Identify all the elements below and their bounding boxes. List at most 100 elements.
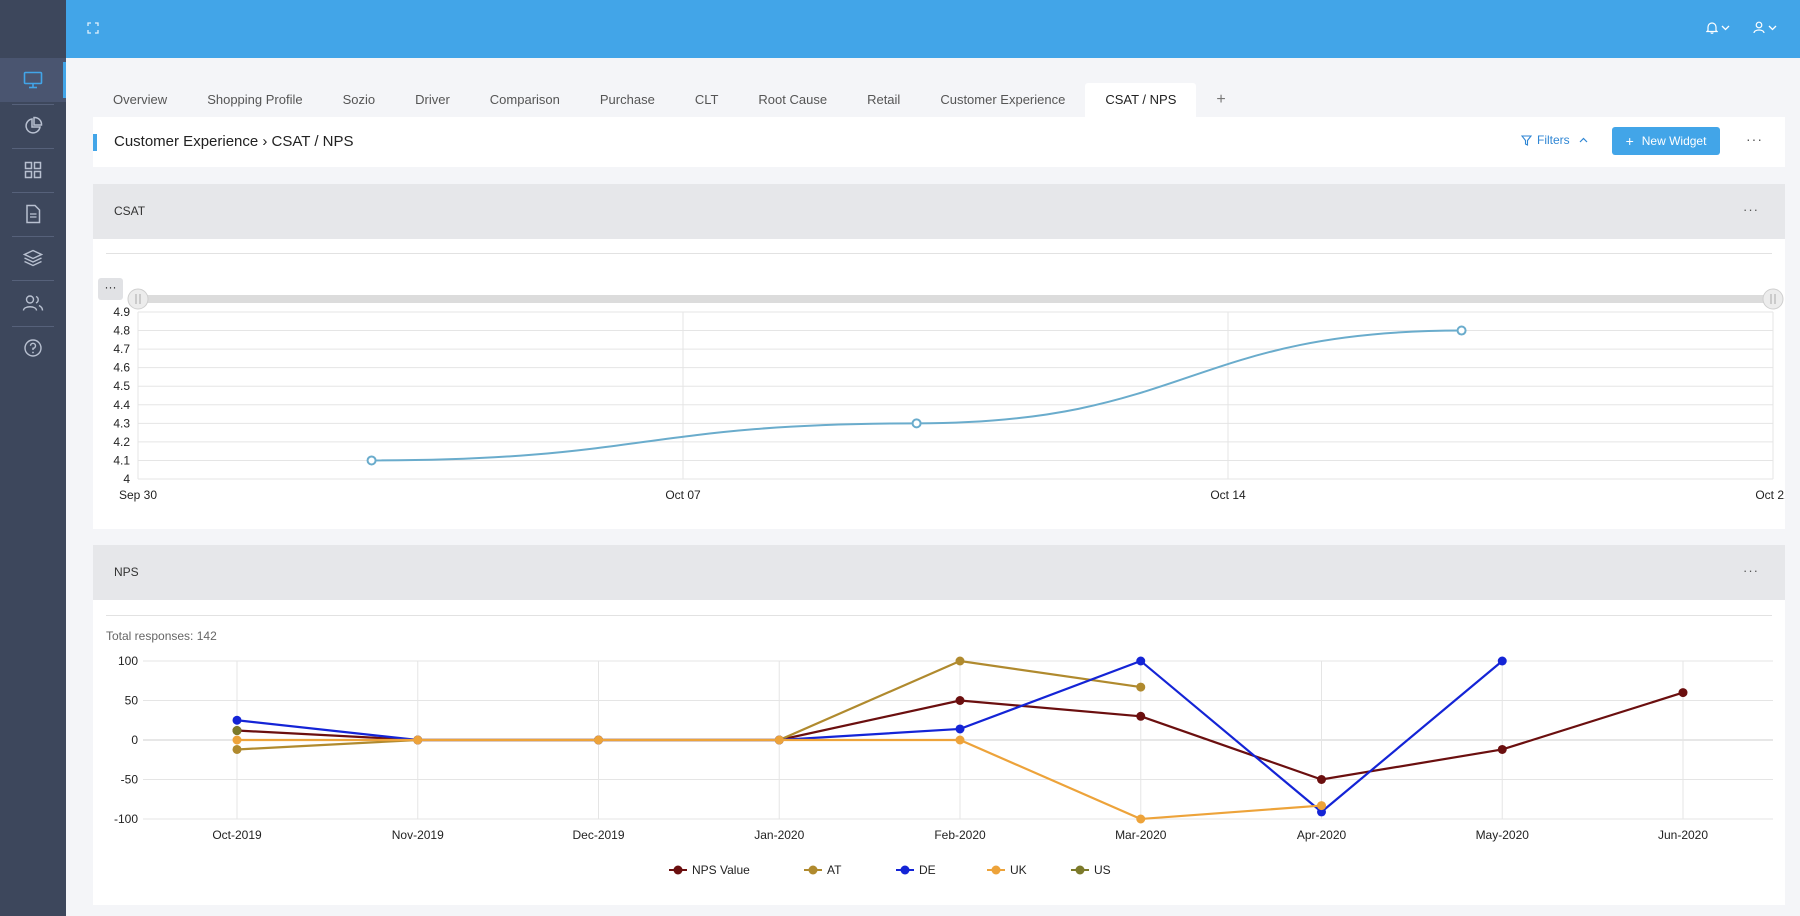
csat-series-line <box>371 329 1462 462</box>
csat-y-tick-label: 4.2 <box>113 435 130 449</box>
nps-data-point <box>1136 711 1146 721</box>
filters-button[interactable]: Filters <box>1521 133 1588 147</box>
chevron-up-icon <box>1579 137 1588 143</box>
breadcrumb: Customer Experience › CSAT / NPS <box>114 133 354 150</box>
total-responses: Total responses: 142 <box>106 629 217 643</box>
csat-chart: ··· 4 4.1 4.2 4.3 4.4 4.5 4.6 4.7 4.8 4.9 Sep 30 Oct… <box>98 278 1785 502</box>
sidebar-item-dashboard[interactable] <box>0 58 66 102</box>
tab-shopping-profile[interactable]: Shopping Profile <box>207 92 303 107</box>
expand-icon[interactable] <box>87 22 99 34</box>
csat-y-tick-label: 4.8 <box>113 324 130 338</box>
new-widget-label: New Widget <box>1641 134 1707 148</box>
nps-data-point <box>232 726 242 736</box>
tab-bar: Overview Shopping Profile Sozio Driver C… <box>93 83 1246 117</box>
sidebar-item-widgets[interactable] <box>0 148 66 192</box>
grid-icon <box>24 161 42 179</box>
csat-y-tick-label: 4.9 <box>113 305 130 319</box>
range-options-label: ··· <box>105 280 117 294</box>
csat-x-tick-label: Sep 30 <box>119 488 157 502</box>
tab-retail[interactable]: Retail <box>867 92 901 107</box>
tab-driver[interactable]: Driver <box>415 92 450 107</box>
nps-x-tick-label: Jun-2020 <box>1658 828 1708 842</box>
nps-data-point <box>1317 775 1326 784</box>
top-bar <box>66 0 1800 58</box>
nps-chart: 100 50 0 -50 -100 Oct-2019 Nov-2019 Dec-2019 Jan… <box>114 654 1773 877</box>
notifications-menu[interactable] <box>1706 21 1730 34</box>
tab-purchase[interactable]: Purchase <box>599 92 655 107</box>
nps-data-point <box>413 735 423 745</box>
tab-csat-nps[interactable]: CSAT / NPS <box>1085 83 1197 117</box>
csat-y-tick-label: 4.1 <box>113 453 130 467</box>
nps-x-tick-label: Feb-2020 <box>934 828 986 842</box>
sidebar-item-analytics[interactable] <box>0 104 66 148</box>
new-widget-button[interactable]: + New Widget <box>1612 127 1720 155</box>
csat-y-tick-label: 4 <box>123 472 130 486</box>
sidebar-divider <box>12 326 54 327</box>
user-menu[interactable] <box>1753 21 1777 34</box>
csat-y-tick-label: 4.6 <box>113 361 130 375</box>
legend-label: UK <box>1010 863 1027 877</box>
help-icon <box>24 339 42 357</box>
sidebar-item-help[interactable] <box>0 326 66 370</box>
nps-y-tick-label: -100 <box>114 812 138 826</box>
nps-data-point <box>774 735 784 745</box>
nps-divider <box>106 615 1772 616</box>
more-options-button[interactable]: ··· <box>1746 131 1763 147</box>
sidebar-item-layers[interactable] <box>0 236 66 280</box>
filter-icon <box>1521 134 1532 146</box>
nps-data-point <box>1136 656 1146 666</box>
nps-data-point <box>955 724 965 734</box>
filters-label: Filters <box>1537 133 1570 147</box>
nps-panel-header: NPS ··· <box>93 545 1785 600</box>
nps-more-button[interactable]: ··· <box>1743 563 1759 578</box>
chevron-down-icon <box>1768 25 1777 30</box>
nps-x-tick-label: Dec-2019 <box>572 828 624 842</box>
sidebar <box>0 0 66 916</box>
nps-panel: NPS ··· Total responses: 142 100 50 0 -50 -1… <box>93 545 1785 905</box>
nps-x-tick-label: Mar-2020 <box>1115 828 1167 842</box>
nps-data-point <box>1317 801 1326 811</box>
add-tab-button[interactable]: + <box>1216 91 1226 108</box>
sidebar-item-users[interactable] <box>0 281 66 325</box>
range-options-button <box>98 278 123 300</box>
csat-y-tick-label: 4.4 <box>113 398 130 412</box>
nps-data-point <box>1497 744 1507 754</box>
csat-x-tick-label: Oct 07 <box>665 488 701 502</box>
tab-comparison[interactable]: Comparison <box>489 92 560 107</box>
sidebar-item-reports[interactable] <box>0 192 66 236</box>
csat-y-tick-label: 4.3 <box>113 416 130 430</box>
csat-more-button[interactable]: ··· <box>1743 202 1759 217</box>
range-slider-track <box>138 295 1773 303</box>
nps-panel-title: NPS <box>114 565 139 579</box>
nps-data-point <box>232 715 242 725</box>
csat-data-point <box>1456 325 1467 336</box>
csat-panel-header: CSAT ··· <box>93 184 1785 239</box>
legend-label: US <box>1094 863 1111 877</box>
nps-data-point <box>1317 807 1326 817</box>
range-slider-handle-start <box>127 288 149 310</box>
csat-x-tick-label: Oct 21 <box>1755 488 1785 502</box>
tab-customer-experience[interactable]: Customer Experience <box>940 92 1066 107</box>
legend-label: AT <box>827 863 842 877</box>
nps-y-tick-label: -50 <box>121 773 139 787</box>
sidebar-divider <box>12 104 54 105</box>
csat-data-point <box>366 455 377 466</box>
sidebar-divider <box>12 192 54 193</box>
tab-overview[interactable]: Overview <box>113 92 168 107</box>
nps-y-tick-label: 0 <box>131 733 138 747</box>
nps-series-line <box>236 659 1503 814</box>
pie-chart-icon <box>25 116 43 134</box>
legend-marker <box>673 865 683 875</box>
bell-icon <box>1706 22 1718 34</box>
legend-marker <box>900 865 910 875</box>
csat-y-tick-label: 4.5 <box>113 379 130 393</box>
nps-y-tick-label: 50 <box>125 694 139 708</box>
csat-panel-title: CSAT <box>114 204 146 218</box>
tab-clt[interactable]: CLT <box>694 92 719 107</box>
tab-sozio[interactable]: Sozio <box>342 92 376 107</box>
legend-label: NPS Value <box>692 863 750 877</box>
legend-marker <box>808 865 818 875</box>
nps-data-point <box>1497 656 1507 666</box>
nps-data-point <box>232 735 242 745</box>
tab-root-cause[interactable]: Root Cause <box>758 92 828 107</box>
